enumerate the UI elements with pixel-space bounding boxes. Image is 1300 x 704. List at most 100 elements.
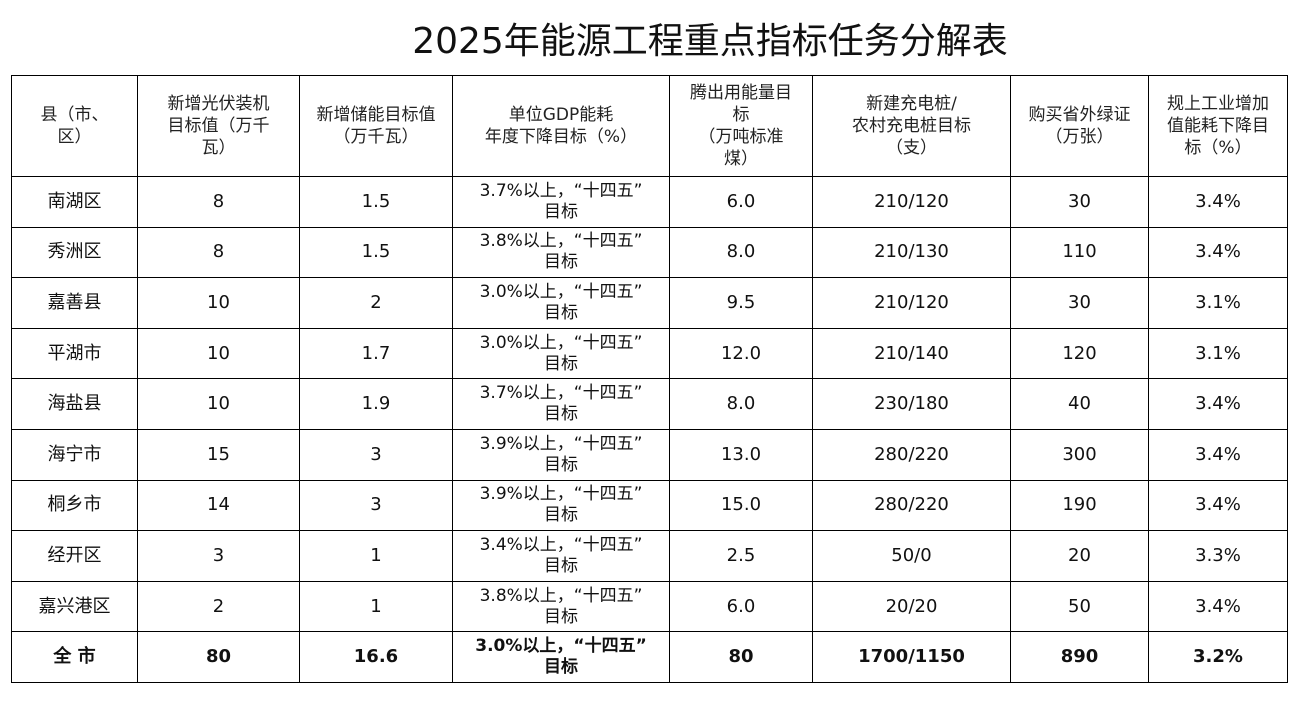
- gdp-line1: 3.7%以上，“十四五”: [479, 180, 643, 201]
- cell-charger: 280/220: [812, 479, 1011, 532]
- gdp-line2: 目标: [544, 657, 578, 678]
- cell-storage: 1.5: [299, 176, 453, 228]
- cell-storage: 3: [299, 428, 453, 481]
- gdp-line1: 3.7%以上，“十四五”: [479, 383, 643, 404]
- cell-gdp-energy: 3.7%以上，“十四五” 目标: [452, 176, 670, 228]
- cell-gdp-energy: 3.8%以上，“十四五” 目标: [452, 226, 670, 279]
- cell-storage: 16.6: [299, 631, 453, 683]
- cell-storage: 1.9: [299, 378, 453, 430]
- cell-pv: 15: [137, 428, 300, 481]
- column-header-green-cert: 购买省外绿证 （万张）: [1010, 75, 1149, 177]
- cell-storage: 1: [299, 530, 453, 582]
- cell-storage: 1.5: [299, 226, 453, 279]
- cell-gdp-energy: 3.7%以上，“十四五” 目标: [452, 378, 670, 430]
- table-row: 经开区 3 1 3.4%以上，“十四五” 目标 2.5 50/0 20 3.3%: [11, 530, 1288, 582]
- cell-energy-freed: 6.0: [669, 176, 813, 228]
- gdp-line2: 目标: [544, 555, 578, 576]
- cell-green-cert: 890: [1010, 631, 1149, 683]
- gdp-line1: 3.0%以上，“十四五”: [475, 636, 647, 657]
- table-row: 海盐县 10 1.9 3.7%以上，“十四五” 目标 8.0 230/180 40…: [11, 378, 1288, 430]
- cell-storage: 1.7: [299, 327, 453, 380]
- column-header-energy-freed: 腾出用能量目 标 （万吨标准 煤）: [669, 75, 813, 177]
- cell-green-cert: 50: [1010, 580, 1149, 633]
- table-row: 嘉兴港区 2 1 3.8%以上，“十四五” 目标 6.0 20/20 50 3.4…: [11, 580, 1288, 633]
- gdp-line2: 目标: [544, 505, 578, 526]
- cell-gdp-energy: 3.9%以上，“十四五” 目标: [452, 479, 670, 532]
- cell-energy-freed: 6.0: [669, 580, 813, 633]
- cell-charger: 210/130: [812, 226, 1011, 279]
- cell-pv: 14: [137, 479, 300, 532]
- cell-green-cert: 120: [1010, 327, 1149, 380]
- column-header-pv: 新增光伏装机 目标值（万千 瓦）: [137, 75, 300, 177]
- gdp-line2: 目标: [544, 454, 578, 475]
- cell-charger: 1700/1150: [812, 631, 1011, 683]
- cell-industrial: 3.4%: [1148, 226, 1288, 279]
- cell-region: 海宁市: [11, 428, 138, 481]
- gdp-line2: 目标: [544, 353, 578, 374]
- table-row: 海宁市 15 3 3.9%以上，“十四五” 目标 13.0 280/220 300…: [11, 428, 1288, 481]
- cell-pv: 10: [137, 378, 300, 430]
- cell-industrial: 3.1%: [1148, 327, 1288, 380]
- cell-gdp-energy: 3.0%以上，“十四五” 目标: [452, 631, 670, 683]
- cell-green-cert: 40: [1010, 378, 1149, 430]
- cell-region: 全 市: [11, 631, 138, 683]
- cell-region: 平湖市: [11, 327, 138, 380]
- gdp-line1: 3.8%以上，“十四五”: [479, 231, 643, 252]
- cell-green-cert: 30: [1010, 277, 1149, 329]
- gdp-line1: 3.8%以上，“十四五”: [479, 585, 643, 606]
- cell-industrial: 3.4%: [1148, 580, 1288, 633]
- cell-gdp-energy: 3.0%以上，“十四五” 目标: [452, 277, 670, 329]
- table-row: 南湖区 8 1.5 3.7%以上，“十四五” 目标 6.0 210/120 30 …: [11, 176, 1288, 228]
- cell-charger: 230/180: [812, 378, 1011, 430]
- cell-charger: 20/20: [812, 580, 1011, 633]
- cell-charger: 210/120: [812, 176, 1011, 228]
- cell-green-cert: 20: [1010, 530, 1149, 582]
- column-header-gdp-energy: 单位GDP能耗 年度下降目标（%）: [452, 75, 670, 177]
- gdp-line2: 目标: [544, 404, 578, 425]
- header-row: 县（市、 区） 新增光伏装机 目标值（万千 瓦） 新增储能目标值 （万千瓦） 单…: [11, 75, 1288, 177]
- cell-pv: 8: [137, 226, 300, 279]
- cell-energy-freed: 15.0: [669, 479, 813, 532]
- gdp-line1: 3.9%以上，“十四五”: [479, 484, 643, 505]
- gdp-line1: 3.4%以上，“十四五”: [479, 534, 643, 555]
- column-header-charger: 新建充电桩/ 农村充电桩目标 （支）: [812, 75, 1011, 177]
- cell-energy-freed: 80: [669, 631, 813, 683]
- cell-energy-freed: 8.0: [669, 378, 813, 430]
- cell-industrial: 3.4%: [1148, 479, 1288, 532]
- cell-gdp-energy: 3.0%以上，“十四五” 目标: [452, 327, 670, 380]
- table-body: 南湖区 8 1.5 3.7%以上，“十四五” 目标 6.0 210/120 30 …: [11, 176, 1288, 683]
- gdp-line2: 目标: [544, 302, 578, 323]
- cell-industrial: 3.2%: [1148, 631, 1288, 683]
- cell-energy-freed: 2.5: [669, 530, 813, 582]
- cell-storage: 1: [299, 580, 453, 633]
- gdp-line1: 3.0%以上，“十四五”: [479, 332, 643, 353]
- cell-green-cert: 300: [1010, 428, 1149, 481]
- cell-industrial: 3.4%: [1148, 176, 1288, 228]
- indicator-table: 县（市、 区） 新增光伏装机 目标值（万千 瓦） 新增储能目标值 （万千瓦） 单…: [11, 75, 1288, 683]
- cell-pv: 10: [137, 327, 300, 380]
- cell-storage: 2: [299, 277, 453, 329]
- cell-region: 桐乡市: [11, 479, 138, 532]
- table-header: 县（市、 区） 新增光伏装机 目标值（万千 瓦） 新增储能目标值 （万千瓦） 单…: [11, 75, 1288, 177]
- cell-region: 海盐县: [11, 378, 138, 430]
- column-header-region: 县（市、 区）: [11, 75, 138, 177]
- cell-gdp-energy: 3.8%以上，“十四五” 目标: [452, 580, 670, 633]
- cell-energy-freed: 8.0: [669, 226, 813, 279]
- table-row: 桐乡市 14 3 3.9%以上，“十四五” 目标 15.0 280/220 190…: [11, 479, 1288, 532]
- cell-region: 经开区: [11, 530, 138, 582]
- cell-charger: 210/140: [812, 327, 1011, 380]
- table-row: 秀洲区 8 1.5 3.8%以上，“十四五” 目标 8.0 210/130 110…: [11, 226, 1288, 279]
- cell-green-cert: 190: [1010, 479, 1149, 532]
- cell-region: 南湖区: [11, 176, 138, 228]
- cell-storage: 3: [299, 479, 453, 532]
- table-row: 嘉善县 10 2 3.0%以上，“十四五” 目标 9.5 210/120 30 3…: [11, 277, 1288, 329]
- cell-charger: 210/120: [812, 277, 1011, 329]
- cell-region: 嘉兴港区: [11, 580, 138, 633]
- cell-gdp-energy: 3.9%以上，“十四五” 目标: [452, 428, 670, 481]
- cell-region: 嘉善县: [11, 277, 138, 329]
- cell-charger: 280/220: [812, 428, 1011, 481]
- cell-energy-freed: 9.5: [669, 277, 813, 329]
- cell-pv: 80: [137, 631, 300, 683]
- gdp-line2: 目标: [544, 606, 578, 627]
- cell-green-cert: 30: [1010, 176, 1149, 228]
